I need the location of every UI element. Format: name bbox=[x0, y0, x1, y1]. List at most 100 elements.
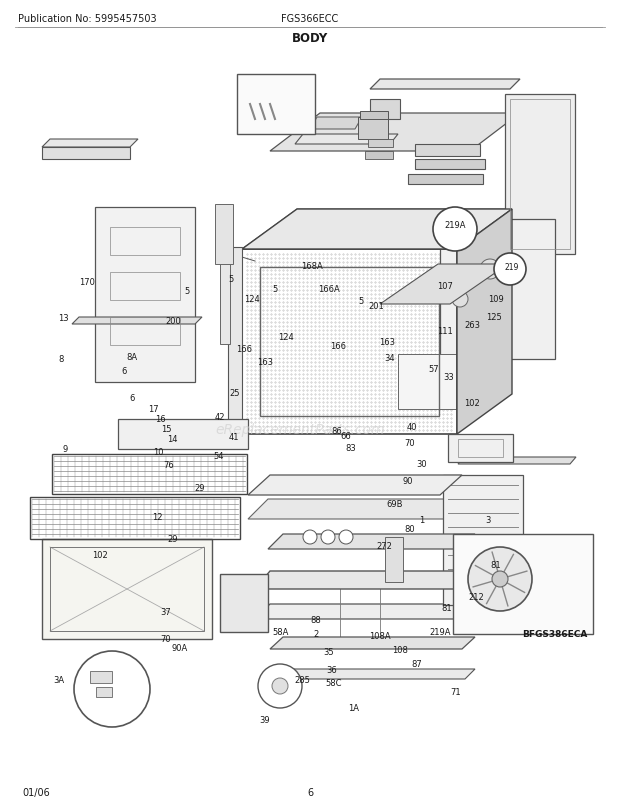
Polygon shape bbox=[270, 114, 520, 152]
Bar bbox=[96, 687, 112, 697]
Text: 01/06: 01/06 bbox=[22, 787, 50, 797]
Circle shape bbox=[74, 651, 150, 727]
Text: 1A: 1A bbox=[348, 703, 359, 712]
Text: 9: 9 bbox=[63, 444, 68, 454]
Text: 81: 81 bbox=[441, 603, 452, 613]
Bar bbox=[505, 95, 575, 255]
Text: 87: 87 bbox=[411, 658, 422, 668]
Polygon shape bbox=[242, 210, 512, 249]
Text: 166: 166 bbox=[236, 344, 252, 354]
Text: 107: 107 bbox=[436, 282, 453, 291]
Circle shape bbox=[303, 530, 317, 545]
Polygon shape bbox=[270, 638, 475, 649]
Text: 8: 8 bbox=[58, 354, 63, 364]
Bar bbox=[110, 228, 180, 256]
Bar bbox=[260, 268, 439, 416]
Circle shape bbox=[492, 571, 508, 587]
Text: 163: 163 bbox=[257, 358, 273, 367]
Text: 201: 201 bbox=[368, 302, 384, 311]
Text: 5: 5 bbox=[185, 286, 190, 296]
Circle shape bbox=[321, 530, 335, 545]
Text: 5: 5 bbox=[272, 284, 277, 294]
Bar bbox=[110, 273, 180, 301]
Polygon shape bbox=[268, 669, 475, 679]
Bar bbox=[510, 100, 570, 249]
Text: 109: 109 bbox=[488, 294, 504, 304]
Text: 163: 163 bbox=[379, 338, 396, 347]
Bar bbox=[95, 208, 195, 383]
Text: 88: 88 bbox=[311, 615, 322, 625]
Text: 200: 200 bbox=[166, 316, 182, 326]
Text: 5: 5 bbox=[229, 274, 234, 284]
Polygon shape bbox=[457, 210, 512, 435]
Text: 5: 5 bbox=[359, 296, 364, 306]
Text: BODY: BODY bbox=[292, 32, 328, 45]
Bar bbox=[52, 455, 247, 494]
Polygon shape bbox=[72, 318, 202, 325]
Text: 219A: 219A bbox=[445, 221, 466, 229]
Text: 219: 219 bbox=[505, 263, 519, 272]
Polygon shape bbox=[370, 100, 400, 119]
Text: 54: 54 bbox=[214, 451, 224, 460]
Circle shape bbox=[272, 678, 288, 695]
Text: 263: 263 bbox=[464, 320, 480, 330]
Text: 6: 6 bbox=[307, 787, 313, 797]
Text: 6: 6 bbox=[130, 393, 135, 403]
Bar bbox=[415, 145, 480, 157]
Text: 13: 13 bbox=[58, 314, 69, 323]
Text: FGS366ECC: FGS366ECC bbox=[281, 14, 339, 24]
Polygon shape bbox=[458, 457, 576, 464]
Text: 58C: 58C bbox=[326, 678, 342, 687]
Bar bbox=[215, 205, 233, 265]
Text: 166A: 166A bbox=[317, 284, 340, 294]
Text: 168A: 168A bbox=[301, 261, 323, 271]
Text: 6: 6 bbox=[122, 367, 126, 376]
Text: 29: 29 bbox=[195, 483, 205, 492]
Bar bbox=[237, 75, 315, 135]
Text: 58A: 58A bbox=[273, 627, 289, 637]
Text: 40: 40 bbox=[407, 423, 417, 432]
Text: 8A: 8A bbox=[126, 352, 138, 362]
Bar bbox=[453, 534, 593, 634]
Bar bbox=[440, 220, 555, 359]
Bar bbox=[242, 249, 457, 435]
Text: BFGS386ECA: BFGS386ECA bbox=[523, 630, 588, 638]
Text: 70: 70 bbox=[160, 634, 171, 644]
Text: 108: 108 bbox=[392, 645, 408, 654]
Text: 81: 81 bbox=[490, 560, 502, 569]
Text: 124: 124 bbox=[278, 332, 294, 342]
Circle shape bbox=[468, 547, 532, 611]
Text: 86: 86 bbox=[331, 426, 342, 435]
Text: 80: 80 bbox=[404, 525, 415, 534]
Polygon shape bbox=[255, 571, 480, 589]
Text: 66: 66 bbox=[340, 431, 351, 440]
Text: eReplacementParts.com: eReplacementParts.com bbox=[215, 423, 385, 436]
Text: 1: 1 bbox=[419, 515, 424, 525]
Bar bbox=[368, 140, 393, 148]
Text: 3A: 3A bbox=[53, 675, 64, 685]
Bar bbox=[408, 175, 483, 184]
Polygon shape bbox=[242, 210, 512, 249]
Polygon shape bbox=[42, 140, 138, 148]
Text: 166: 166 bbox=[330, 342, 346, 351]
Text: 71: 71 bbox=[450, 687, 461, 696]
Text: 170: 170 bbox=[79, 277, 95, 287]
Bar bbox=[228, 248, 242, 448]
Bar bbox=[220, 215, 230, 345]
Text: 37: 37 bbox=[161, 607, 172, 617]
Text: 33: 33 bbox=[443, 372, 454, 382]
Bar bbox=[385, 537, 403, 582]
Bar bbox=[42, 148, 130, 160]
Bar bbox=[415, 160, 485, 170]
Circle shape bbox=[494, 253, 526, 286]
Text: 17: 17 bbox=[148, 404, 159, 414]
Text: 76: 76 bbox=[163, 460, 174, 470]
Text: 14: 14 bbox=[167, 434, 177, 444]
Text: 219A: 219A bbox=[430, 627, 451, 637]
Text: 39: 39 bbox=[259, 715, 270, 724]
Text: Publication No: 5995457503: Publication No: 5995457503 bbox=[18, 14, 157, 24]
Text: 285: 285 bbox=[294, 675, 310, 685]
Bar bbox=[360, 111, 388, 119]
Polygon shape bbox=[255, 604, 480, 619]
Circle shape bbox=[452, 292, 468, 308]
